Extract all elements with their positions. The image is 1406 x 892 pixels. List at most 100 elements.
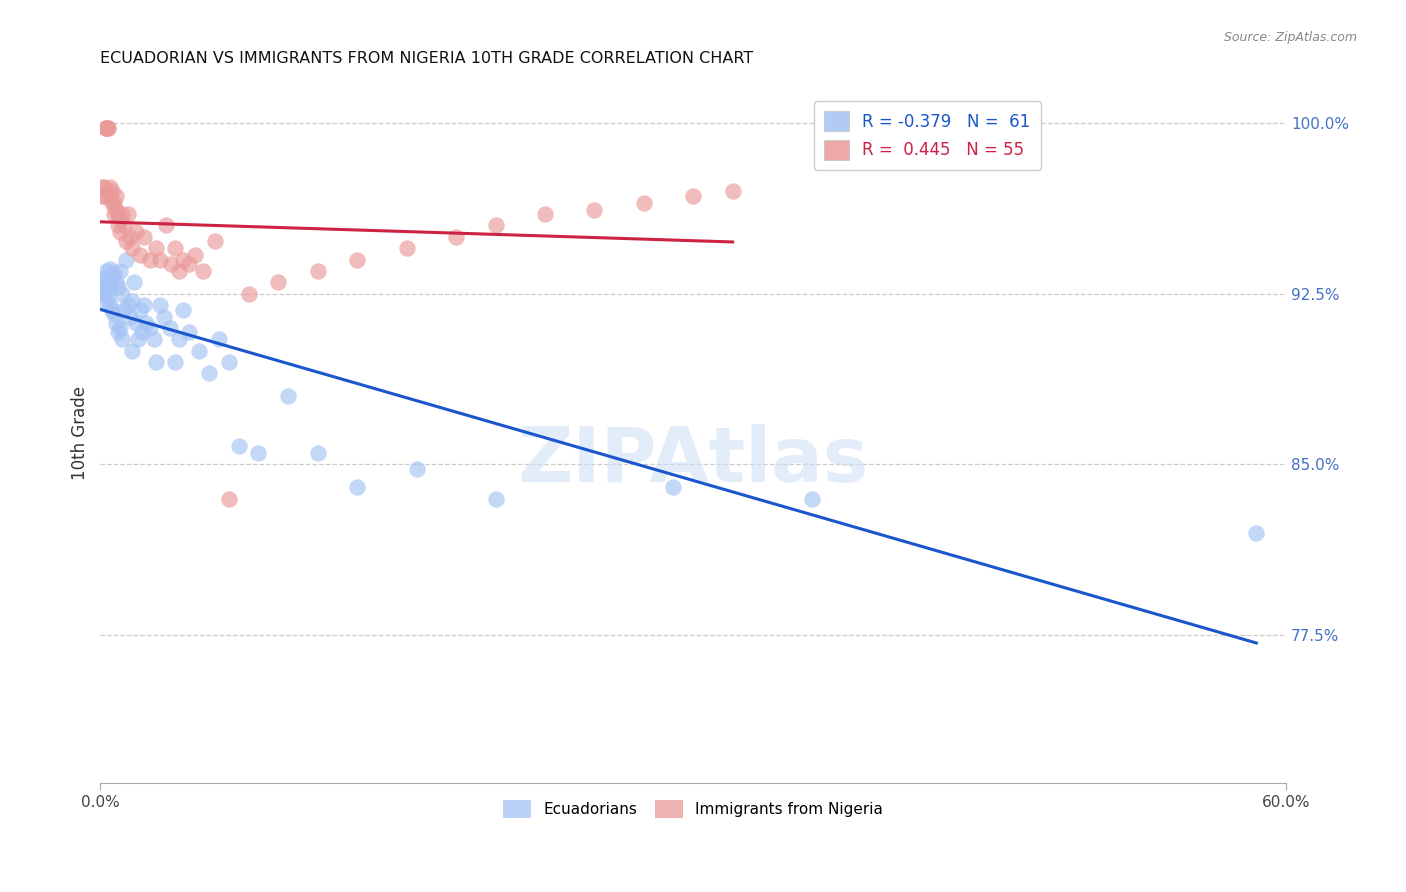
Point (346, 252, 368, 267)
Point (405, 462, 427, 476)
Point (662, 480, 685, 494)
Point (98, 298, 121, 312)
Point (117, 207, 139, 221)
Point (105, 189, 128, 203)
Point (101, 195, 124, 210)
Point (98, 189, 121, 203)
Point (111, 332, 134, 346)
Point (179, 257, 201, 271)
Point (96, 120, 118, 135)
Point (101, 185, 124, 199)
Y-axis label: 10th Grade: 10th Grade (72, 385, 89, 480)
Point (91, 189, 114, 203)
Point (682, 189, 704, 203)
Point (346, 480, 368, 494)
Point (97, 282, 120, 296)
Point (91, 286, 114, 301)
Point (172, 302, 194, 317)
Point (132, 230, 155, 244)
Point (198, 367, 221, 381)
Point (98, 179, 121, 194)
Point (115, 235, 138, 249)
Point (131, 326, 153, 340)
Point (115, 252, 138, 267)
Point (108, 321, 131, 335)
Point (93, 189, 115, 203)
Point (208, 332, 231, 346)
Point (93, 280, 115, 294)
Point (125, 316, 148, 330)
Point (132, 298, 155, 312)
Point (96, 120, 118, 135)
Point (128, 302, 150, 317)
Point (93, 179, 115, 194)
Point (307, 264, 329, 278)
Point (238, 286, 260, 301)
Point (184, 248, 207, 262)
Point (395, 241, 418, 255)
Point (98, 261, 121, 276)
Point (165, 241, 187, 255)
Point (97, 273, 120, 287)
Point (160, 257, 183, 271)
Point (108, 264, 131, 278)
Point (96, 120, 118, 135)
Point (633, 195, 655, 210)
Point (121, 343, 143, 358)
Point (118, 230, 141, 244)
Point (105, 316, 128, 330)
Point (169, 264, 191, 278)
Text: ZIPAtlas: ZIPAtlas (517, 424, 869, 498)
Point (121, 241, 143, 255)
Point (191, 264, 214, 278)
Point (145, 355, 167, 369)
Point (1246, 525, 1268, 540)
Point (112, 302, 135, 317)
Point (247, 446, 270, 460)
Point (93, 270, 115, 285)
Point (96, 293, 118, 308)
Point (139, 252, 162, 267)
Legend: Ecuadorians, Immigrants from Nigeria: Ecuadorians, Immigrants from Nigeria (498, 794, 889, 824)
Point (169, 332, 191, 346)
Point (125, 225, 148, 239)
Point (583, 202, 606, 217)
Point (165, 355, 187, 369)
Text: Source: ZipAtlas.com: Source: ZipAtlas.com (1223, 31, 1357, 45)
Text: ECUADORIAN VS IMMIGRANTS FROM NIGERIA 10TH GRADE CORRELATION CHART: ECUADORIAN VS IMMIGRANTS FROM NIGERIA 10… (100, 51, 754, 66)
Point (112, 219, 135, 233)
Point (105, 276, 128, 290)
Point (444, 230, 467, 244)
Point (117, 298, 139, 312)
Point (118, 310, 141, 324)
Point (107, 219, 129, 233)
Point (101, 302, 124, 317)
Point (267, 276, 290, 290)
Point (800, 491, 823, 506)
Point (97, 120, 120, 135)
Point (91, 179, 114, 194)
Point (103, 307, 125, 321)
Point (142, 332, 165, 346)
Point (179, 326, 201, 340)
Point (108, 225, 131, 239)
Point (101, 270, 124, 285)
Point (107, 207, 129, 221)
Point (105, 202, 128, 217)
Point (127, 332, 149, 346)
Point (277, 389, 299, 403)
Point (145, 241, 167, 255)
Point (152, 310, 174, 324)
Point (122, 276, 145, 290)
Point (172, 252, 194, 267)
Point (159, 321, 181, 335)
Point (188, 343, 211, 358)
Point (484, 219, 506, 233)
Point (721, 185, 744, 199)
Point (111, 286, 134, 301)
Point (97, 120, 120, 135)
Point (149, 252, 172, 267)
Point (96, 264, 118, 278)
Point (103, 195, 125, 210)
Point (107, 326, 129, 340)
